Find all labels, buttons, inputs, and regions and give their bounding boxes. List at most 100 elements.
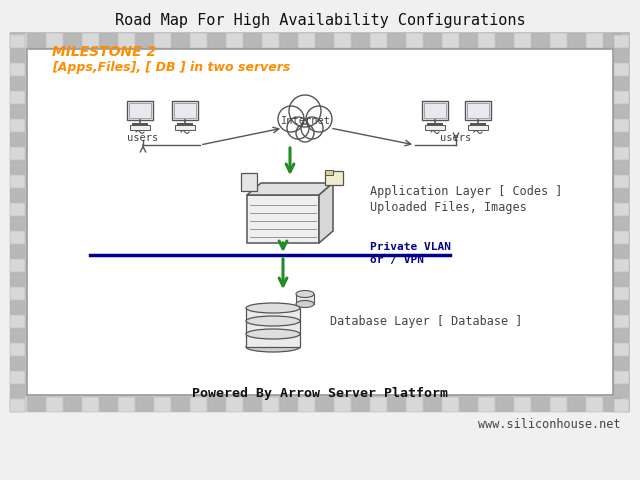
Bar (614, 273, 629, 286)
Bar (10, 203, 25, 216)
Bar (496, 33, 513, 48)
Bar (614, 105, 629, 118)
Bar (316, 33, 333, 48)
Bar (614, 63, 629, 76)
Bar (604, 397, 621, 412)
Bar (465, 101, 491, 120)
Ellipse shape (246, 316, 300, 326)
Ellipse shape (246, 329, 300, 339)
Bar (10, 231, 25, 244)
Text: [Apps,Files], [ DB ] in two servers: [Apps,Files], [ DB ] in two servers (52, 61, 291, 74)
Bar (82, 397, 99, 412)
Bar (247, 195, 319, 243)
Bar (478, 33, 495, 48)
Bar (422, 101, 448, 120)
Text: Road Map For High Availability Configurations: Road Map For High Availability Configura… (115, 12, 525, 27)
Bar (208, 397, 225, 412)
Bar (10, 397, 27, 412)
Bar (298, 397, 315, 412)
Text: Powered By Arrow Server Platform: Powered By Arrow Server Platform (192, 387, 448, 400)
Bar (388, 33, 405, 48)
Text: Internet: Internet (281, 116, 331, 126)
Text: users: users (440, 133, 472, 143)
Bar (622, 33, 629, 48)
Bar (325, 171, 343, 185)
Bar (10, 33, 25, 34)
Bar (64, 33, 81, 48)
Bar (246, 334, 300, 347)
Bar (10, 343, 25, 356)
Bar (442, 33, 459, 48)
Bar (468, 125, 488, 130)
Bar (46, 397, 63, 412)
Ellipse shape (246, 342, 300, 352)
Bar (478, 397, 495, 412)
Bar (614, 119, 629, 132)
Bar (244, 33, 261, 48)
Polygon shape (247, 183, 333, 195)
Bar (614, 35, 629, 48)
Bar (614, 231, 629, 244)
Bar (246, 321, 300, 334)
Bar (190, 397, 207, 412)
Bar (28, 33, 45, 48)
Bar (10, 35, 25, 48)
Bar (325, 170, 333, 175)
Bar (208, 33, 225, 48)
Bar (467, 103, 489, 118)
Bar (154, 397, 171, 412)
Bar (226, 397, 243, 412)
Bar (614, 259, 629, 272)
Bar (496, 397, 513, 412)
Bar (226, 33, 243, 48)
Bar (298, 33, 315, 48)
Bar (262, 397, 279, 412)
Bar (586, 33, 603, 48)
Bar (370, 397, 387, 412)
Bar (532, 33, 549, 48)
Bar (130, 125, 150, 130)
Bar (614, 315, 629, 328)
Bar (172, 33, 189, 48)
Bar (10, 119, 25, 132)
Bar (10, 189, 25, 202)
Circle shape (287, 117, 309, 139)
Text: Application Layer [ Codes ]: Application Layer [ Codes ] (370, 185, 563, 199)
Bar (10, 357, 25, 370)
Bar (442, 397, 459, 412)
Bar (622, 397, 629, 412)
Bar (246, 308, 300, 321)
Bar (614, 329, 629, 342)
Bar (136, 33, 153, 48)
Bar (10, 63, 25, 76)
Circle shape (289, 95, 321, 127)
Bar (10, 133, 25, 146)
Bar (568, 33, 585, 48)
Bar (424, 397, 441, 412)
Bar (614, 91, 629, 104)
Bar (10, 287, 25, 300)
Bar (10, 32, 630, 412)
Bar (614, 161, 629, 174)
Ellipse shape (296, 300, 314, 308)
Bar (10, 329, 25, 342)
Bar (614, 357, 629, 370)
Bar (614, 385, 629, 398)
Bar (174, 103, 196, 118)
Bar (614, 287, 629, 300)
Bar (175, 125, 195, 130)
Bar (614, 203, 629, 216)
Bar (27, 49, 613, 395)
Bar (241, 173, 257, 191)
Bar (604, 33, 621, 48)
Bar (129, 103, 151, 118)
Bar (244, 397, 261, 412)
Bar (280, 33, 297, 48)
Bar (514, 33, 531, 48)
Bar (550, 33, 567, 48)
Bar (296, 294, 314, 304)
Bar (10, 301, 25, 314)
Circle shape (306, 106, 332, 132)
Bar (10, 161, 25, 174)
Ellipse shape (296, 290, 314, 298)
